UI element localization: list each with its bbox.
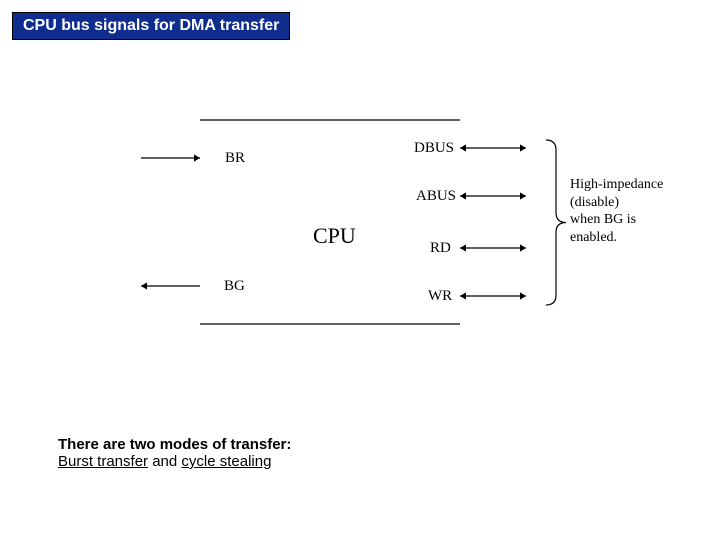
footer-line2: Burst transfer and cycle stealing <box>58 453 291 470</box>
signal-label-dbus: DBUS <box>414 140 454 157</box>
signal-label-bg: BG <box>224 278 245 295</box>
cpu-label: CPU <box>313 223 356 249</box>
footer-heading: There are two modes of transfer: <box>58 436 291 453</box>
high-impedance-note: High-impedance(disable)when BG isenabled… <box>570 176 663 246</box>
footer-text: There are two modes of transfer: Burst t… <box>58 436 291 470</box>
signal-label-wr: WR <box>428 288 452 305</box>
signal-label-rd: RD <box>430 240 451 257</box>
signal-label-abus: ABUS <box>416 188 456 205</box>
signal-label-br: BR <box>225 150 245 167</box>
